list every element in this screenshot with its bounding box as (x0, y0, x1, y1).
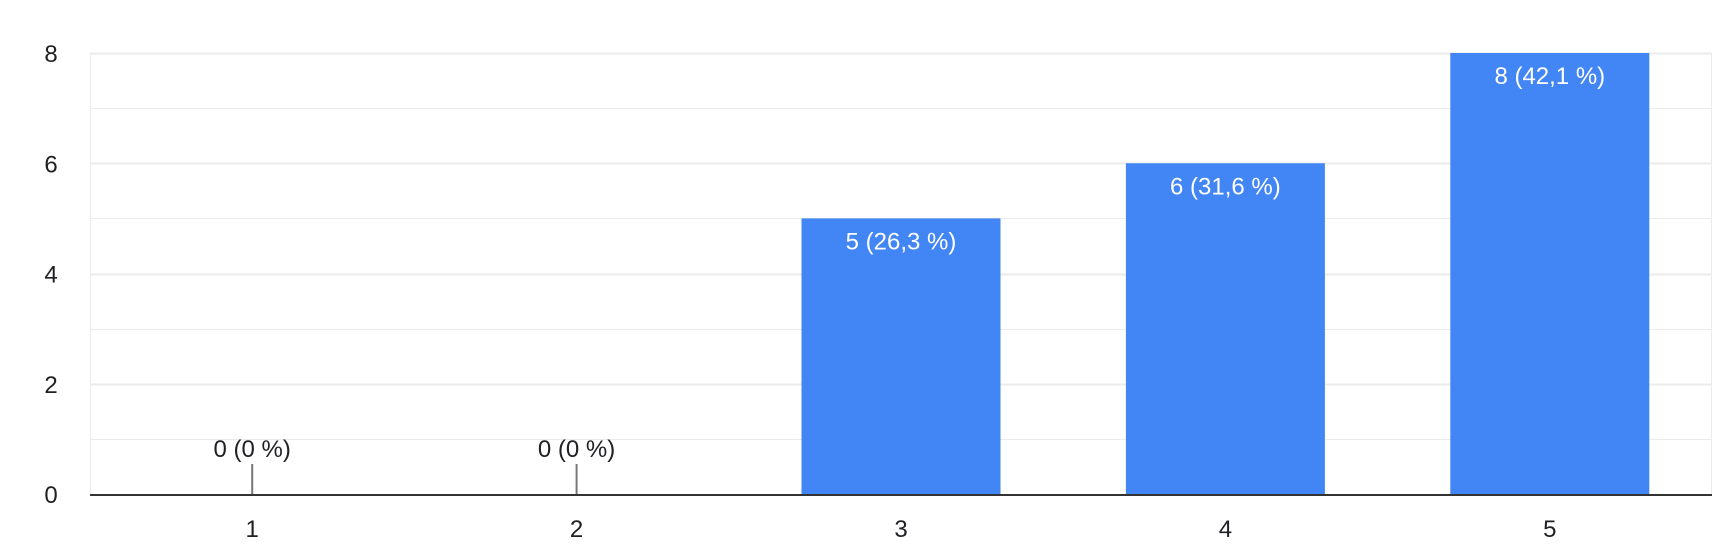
bar (1450, 53, 1650, 494)
y-tick-label: 8 (44, 41, 57, 68)
data-label: 0 (0 %) (214, 436, 291, 463)
data-label: 5 (26,3 %) (846, 228, 957, 255)
x-tick-label: 5 (1543, 516, 1556, 543)
bar (801, 218, 1001, 494)
y-tick-label: 4 (44, 262, 57, 289)
labels: 0 (0 %) 0 (0 %) 5 (26,3 %) 6 (31,6 %) 8 (42,… (214, 63, 1606, 463)
x-tick-label: 1 (246, 516, 259, 543)
data-label: 0 (0 %) (538, 436, 615, 463)
axes: 0 2 4 6 8 1 2 3 4 5 (44, 41, 1712, 543)
x-tick-label: 3 (894, 516, 907, 543)
y-tick-label: 2 (44, 372, 57, 399)
bar (1125, 163, 1325, 494)
data-label: 8 (42,1 %) (1494, 63, 1605, 90)
bars (251, 53, 1650, 494)
y-tick-label: 6 (44, 151, 57, 178)
data-label: 6 (31,6 %) (1170, 173, 1281, 200)
x-tick-label: 4 (1219, 516, 1232, 543)
x-tick-label: 2 (570, 516, 583, 543)
y-tick-label: 0 (44, 482, 57, 509)
